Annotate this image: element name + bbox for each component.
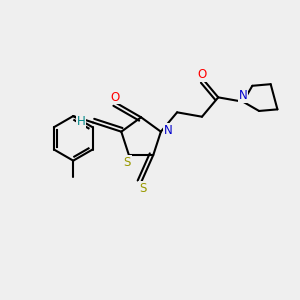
Text: S: S bbox=[124, 156, 131, 169]
Text: O: O bbox=[111, 91, 120, 103]
Text: N: N bbox=[164, 124, 173, 137]
Text: N: N bbox=[239, 89, 248, 102]
Text: H: H bbox=[77, 115, 85, 128]
Text: S: S bbox=[139, 182, 146, 194]
Text: O: O bbox=[197, 68, 206, 81]
